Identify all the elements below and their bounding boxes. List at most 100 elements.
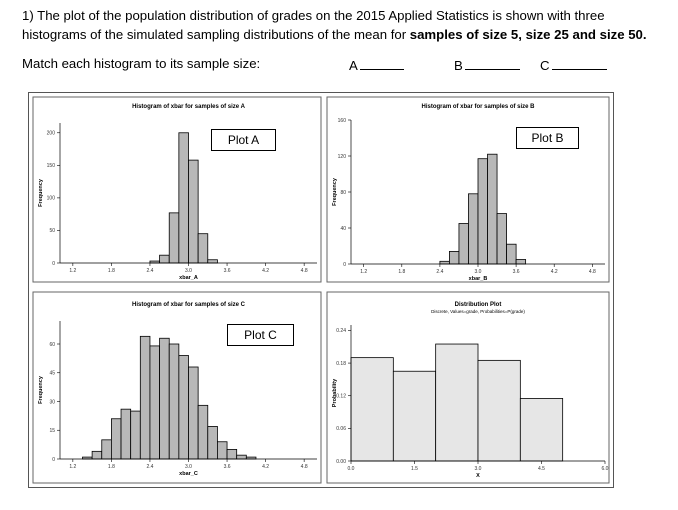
chart-1-bar: [207, 259, 218, 264]
blank-c[interactable]: C: [540, 56, 607, 73]
chart-1-y-tick-label: 50: [49, 228, 55, 234]
chart-3-bar: [139, 335, 151, 460]
blank-b-letter: B: [454, 58, 463, 73]
chart-3-y-label: Frequency: [38, 375, 44, 404]
chart-4-bar: [519, 398, 564, 462]
chart-3-bar: [188, 366, 199, 460]
chart-4-x-tick-label: 4.5: [538, 466, 545, 472]
chart-2-y-tick-label: 0: [343, 262, 346, 268]
chart-3-bar: [207, 426, 218, 460]
chart-2-bar: [458, 223, 469, 265]
chart-3-x-label: xbar_C: [179, 471, 198, 477]
chart-2-y-tick-label: 80: [340, 190, 346, 196]
chart-3-x-tick-label: 3.6: [224, 464, 231, 470]
chart-4-x-tick-label: 6.0: [602, 466, 609, 472]
chart-1-bar: [159, 254, 170, 264]
chart-2-y-tick-label: 120: [338, 154, 347, 160]
chart-1-x-tick-label: 4.2: [262, 268, 269, 274]
chart-3-x-tick-label: 3.0: [185, 464, 192, 470]
question-bold: samples of size 5, size 25 and size 50.: [409, 27, 647, 42]
chart-2-y-label: Frequency: [332, 177, 338, 206]
chart-2-bar: [468, 193, 479, 265]
chart-3-title: Histogram of xbar for samples of size C: [132, 302, 246, 308]
chart-1-x-tick-label: 1.8: [108, 268, 115, 274]
chart-2-y-tick-label: 160: [338, 118, 347, 124]
chart-2-bar: [506, 243, 517, 265]
chart-1-y-tick-label: 0: [52, 261, 55, 267]
chart-3-bar: [159, 337, 170, 460]
chart-1-bar: [178, 132, 189, 264]
chart-3-bar: [130, 410, 141, 460]
chart-1: Histogram of xbar for samples of size A 1…: [32, 96, 322, 283]
chart-1-x-tick-label: 3.0: [185, 268, 192, 274]
question-prefix: 1) The plot of the population distributi…: [22, 8, 605, 42]
chart-3-x-tick-label: 1.8: [108, 464, 115, 470]
chart-2-x-tick-label: 2.4: [436, 269, 443, 275]
chart-4-bar: [350, 357, 394, 462]
chart-1-y-tick-label: 150: [47, 163, 56, 169]
chart-4-y-tick-label: 0.00: [336, 459, 346, 465]
blank-a[interactable]: A: [349, 56, 404, 73]
plot-c-label: Plot C: [227, 324, 294, 346]
chart-4-bar: [392, 370, 437, 462]
chart-4-y-tick-label: 0.12: [336, 394, 346, 400]
chart-3-bar: [120, 408, 132, 460]
chart-2-bar: [439, 260, 450, 265]
chart-4-subtitle: Discrete, Values=grade, Probabilities=P(…: [431, 309, 525, 314]
chart-2-bar: [487, 153, 498, 265]
chart-1-x-tick-label: 3.6: [224, 268, 231, 274]
chart-3-y-tick-label: 15: [49, 428, 55, 434]
histogram-grid: Histogram of xbar for samples of size A 1…: [28, 92, 614, 488]
chart-2-y-tick-label: 40: [340, 226, 346, 232]
chart-3-bar: [178, 355, 189, 460]
chart-2-bar: [449, 250, 460, 265]
chart-4-x-tick-label: 1.5: [411, 466, 418, 472]
chart-4-x-label: X: [476, 473, 480, 479]
chart-2-x-tick-label: 1.2: [360, 269, 367, 275]
chart-2-x-tick-label: 4.2: [551, 269, 558, 275]
chart-1-title: Histogram of xbar for samples of size A: [132, 104, 245, 110]
blank-c-letter: C: [540, 58, 550, 73]
chart-4-bar: [477, 359, 521, 462]
chart-3-y-tick-label: 0: [52, 457, 55, 463]
figure-panel: Histogram of xbar for samples of size A 1…: [28, 92, 614, 488]
blank-a-line[interactable]: [359, 56, 404, 70]
match-prompt: Match each histogram to its sample size:: [22, 56, 261, 71]
blank-a-letter: A: [349, 58, 358, 73]
chart-2-x-tick-label: 3.6: [513, 269, 520, 275]
blank-c-line[interactable]: [551, 56, 607, 70]
chart-4-y-label: Probability: [332, 378, 338, 407]
chart-1-bar: [168, 212, 180, 264]
chart-1-bar: [188, 159, 199, 264]
chart-2-title: Histogram of xbar for samples of size B: [421, 104, 535, 110]
chart-4-x-tick-label: 0.0: [348, 466, 355, 472]
chart-2-bar: [515, 259, 527, 265]
chart-3-x-tick-label: 2.4: [146, 464, 153, 470]
question-text: 1) The plot of the population distributi…: [22, 6, 667, 44]
chart-3-y-tick-label: 30: [49, 399, 55, 405]
chart-3-y-tick-label: 60: [49, 342, 55, 348]
chart-3-bar: [236, 454, 247, 460]
chart-1-x-tick-label: 1.2: [69, 268, 76, 274]
chart-1-x-tick-label: 4.8: [301, 268, 308, 274]
chart-3-y-tick-label: 45: [49, 371, 55, 377]
chart-1-y-label: Frequency: [38, 178, 44, 207]
chart-3-bar: [91, 450, 103, 460]
chart-4-y-tick-label: 0.06: [336, 426, 346, 432]
chart-4-y-tick-label: 0.24: [336, 328, 346, 334]
chart-2-x-label: xbar_B: [469, 276, 488, 282]
chart-1-bar: [197, 233, 209, 264]
chart-3-bar: [101, 439, 112, 460]
chart-2-bar: [477, 158, 488, 265]
chart-3: Histogram of xbar for samples of size C 1…: [32, 291, 322, 484]
chart-4-x-tick-label: 3.0: [475, 466, 482, 472]
chart-3-x-tick-label: 1.2: [69, 464, 76, 470]
plot-b-label: Plot B: [516, 127, 579, 149]
chart-2-x-tick-label: 1.8: [398, 269, 405, 275]
blank-b-line[interactable]: [464, 56, 520, 70]
chart-1-y-tick-label: 100: [47, 196, 56, 202]
blank-b[interactable]: B: [454, 56, 520, 73]
chart-3-bar: [226, 449, 238, 460]
chart-1-x-label: xbar_A: [179, 275, 198, 281]
